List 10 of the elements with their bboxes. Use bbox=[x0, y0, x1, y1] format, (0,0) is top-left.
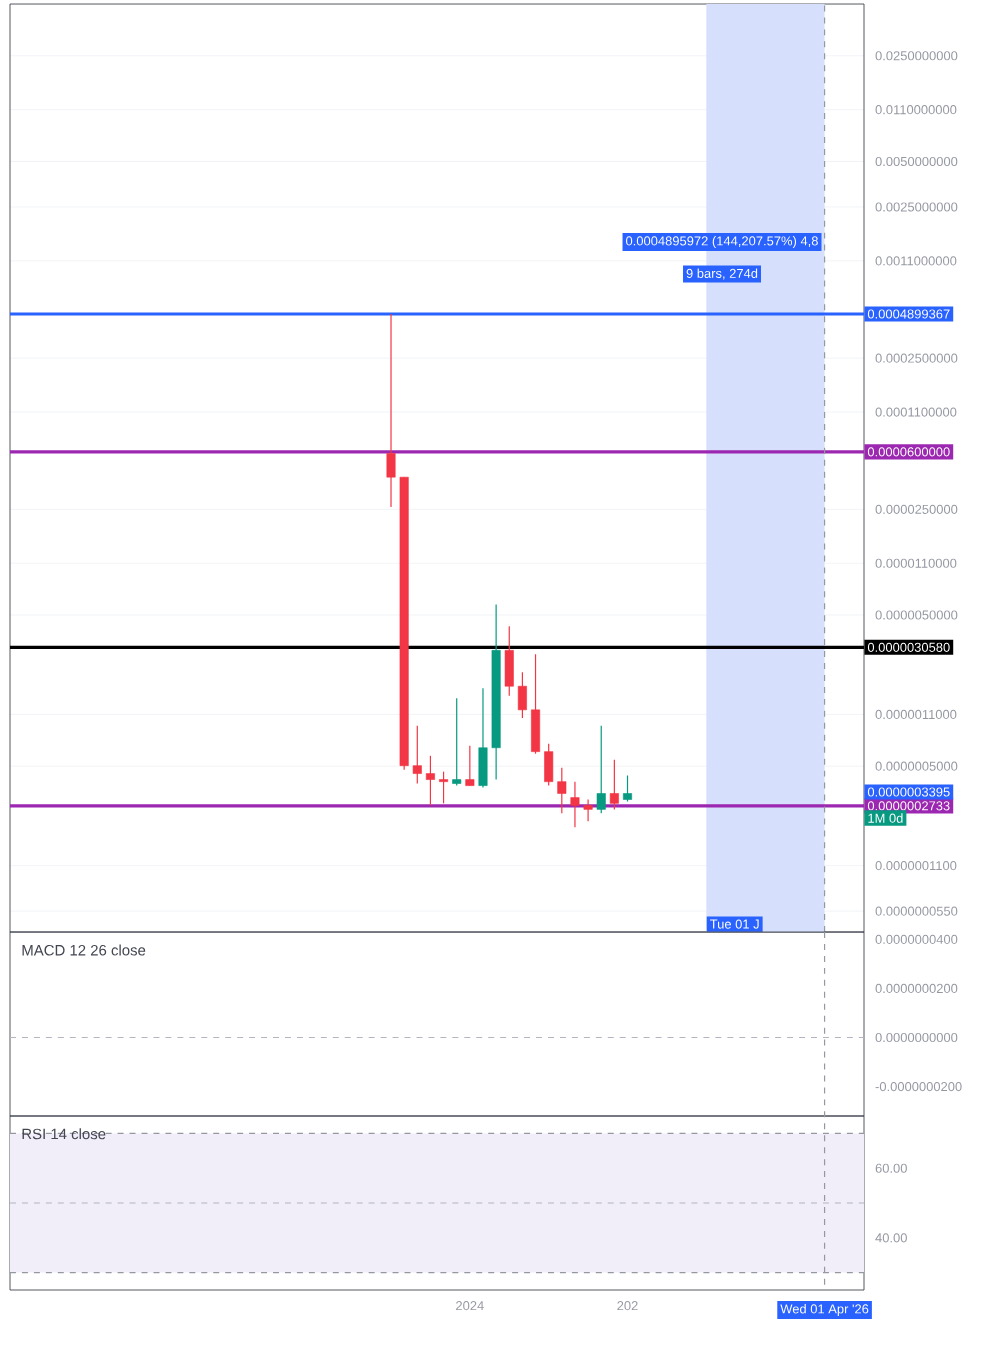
candlestick bbox=[623, 774, 633, 803]
candlestick bbox=[425, 755, 435, 807]
candlestick bbox=[465, 745, 475, 787]
candlestick bbox=[596, 725, 606, 814]
candlestick bbox=[609, 759, 619, 810]
candlestick bbox=[517, 671, 527, 719]
candlestick bbox=[531, 653, 541, 755]
candlestick bbox=[452, 697, 462, 787]
candlestick bbox=[439, 771, 449, 804]
candlestick bbox=[504, 625, 514, 697]
